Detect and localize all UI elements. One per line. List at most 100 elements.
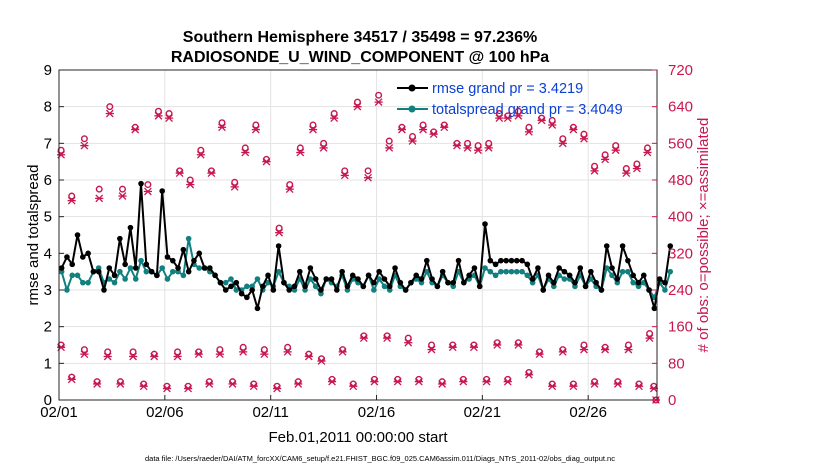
obs-possible-marker [474, 142, 482, 150]
obs-assimilated-marker [624, 345, 633, 354]
obs-assimilated-marker [569, 125, 578, 134]
obs-assimilated-marker [285, 185, 294, 194]
obs-assimilated-marker [613, 380, 622, 388]
series-point-totalspread [117, 268, 123, 275]
obs-assimilated-marker [154, 111, 163, 120]
obs-assimilated-marker [217, 123, 227, 132]
tick-marks [58, 69, 657, 401]
series-point-totalspread [423, 268, 430, 275]
series-point-rmse [312, 276, 319, 282]
series-point-rmse [318, 287, 324, 293]
series-point-rmse [667, 243, 674, 249]
series-point-rmse [662, 279, 668, 286]
obs-assimilated-marker [634, 382, 644, 391]
y2-tick-label: 560 [668, 135, 693, 152]
obs-assimilated-marker [230, 183, 239, 191]
series-point-rmse [259, 283, 266, 290]
obs-assimilated-marker [503, 114, 512, 122]
obs-assimilated-marker [116, 380, 125, 388]
obs-possible-marker [591, 162, 599, 170]
y-tick-label: 8 [44, 99, 52, 116]
obs-assimilated-marker [129, 352, 138, 361]
series-point-rmse [307, 265, 314, 271]
series-point-rmse [339, 268, 345, 275]
obs-assimilated-marker [173, 352, 182, 361]
series-point-totalspread [111, 279, 118, 286]
series-point-rmse [371, 279, 377, 286]
series-point-rmse [545, 272, 552, 279]
series-point-rmse [556, 265, 562, 271]
series-point-rmse [169, 257, 176, 264]
series-point-rmse [492, 261, 499, 268]
obs-possible-marker [174, 348, 182, 356]
series-point-totalspread [69, 272, 76, 279]
series-point-totalspread [185, 235, 192, 242]
y2-tick-label: 320 [668, 245, 693, 262]
series-point-rmse [561, 268, 568, 275]
legend-marker-totalspread [408, 105, 416, 113]
series-point-totalspread [492, 272, 499, 279]
obs-possible-marker [375, 91, 383, 99]
series-point-rmse [106, 265, 113, 271]
obs-assimilated-marker [427, 345, 436, 354]
obs-possible-marker [106, 103, 114, 111]
obs-assimilated-marker [353, 102, 362, 111]
obs-possible-marker [559, 135, 567, 143]
series-point-rmse [286, 287, 293, 293]
y2-tick-label: 640 [668, 99, 693, 116]
legend: rmse grand pr = 3.4219 totalspread grand… [397, 81, 623, 118]
series-point-rmse [408, 279, 414, 286]
series-point-rmse [640, 272, 647, 279]
series-point-rmse [646, 287, 652, 293]
series-point-rmse [572, 279, 578, 286]
obs-assimilated-marker [205, 380, 214, 388]
obs-assimilated-marker [275, 228, 284, 237]
series-point-rmse [656, 276, 663, 282]
series-point-totalspread [508, 268, 515, 275]
series-point-totalspread [609, 272, 615, 279]
obs-possible-marker [80, 346, 88, 354]
series-point-rmse [69, 261, 76, 268]
series-point-totalspread [376, 276, 382, 282]
series-point-rmse [132, 265, 139, 271]
series-point-rmse [159, 188, 165, 194]
series-point-rmse [201, 265, 208, 271]
y-tick-label: 6 [44, 172, 52, 189]
plot-area [57, 69, 674, 404]
obs-assimilated-marker [162, 384, 172, 393]
obs-possible-marker [385, 137, 393, 145]
obs-possible-marker [612, 142, 620, 150]
series-point-rmse [74, 232, 81, 238]
series-point-rmse [281, 279, 287, 286]
series-point-rmse [175, 265, 181, 271]
obs-assimilated-marker [397, 125, 407, 134]
obs-assimilated-marker [319, 144, 328, 152]
obs-assimilated-marker [196, 150, 205, 159]
obs-assimilated-marker [262, 157, 271, 166]
obs-assimilated-marker [105, 109, 114, 118]
obs-assimilated-marker [340, 171, 349, 180]
obs-assimilated-marker [118, 192, 127, 200]
obs-possible-marker [409, 132, 417, 140]
series-point-rmse [466, 272, 472, 279]
series-point-totalspread [228, 276, 234, 282]
series-point-rmse [191, 257, 197, 264]
obs-assimilated-marker [304, 352, 313, 361]
obs-assimilated-marker [164, 114, 174, 122]
legend-entry-rmse: rmse grand pr = 3.4219 [397, 81, 583, 97]
legend-label-rmse: rmse grand pr = 3.4219 [432, 81, 583, 97]
obs-assimilated-marker [558, 139, 567, 148]
series-point-rmse [207, 265, 213, 271]
obs-assimilated-marker [622, 169, 631, 177]
y-axis-right-label: # of obs: o=possible; ×=assimilated [695, 118, 712, 353]
obs-assimilated-marker [645, 334, 654, 342]
obs-possible-marker [580, 341, 588, 349]
series-point-rmse [455, 257, 462, 264]
series-point-rmse [603, 243, 610, 249]
series-point-rmse [164, 254, 171, 260]
series-point-rmse [101, 287, 107, 293]
y-tick-label: 0 [44, 392, 52, 409]
obs-assimilated-marker [349, 382, 358, 391]
series-point-rmse [185, 268, 192, 275]
